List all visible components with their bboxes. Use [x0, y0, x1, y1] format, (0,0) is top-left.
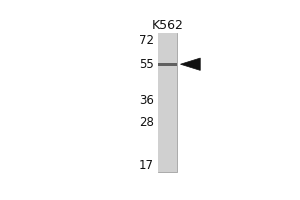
Bar [158, 33, 177, 172]
Polygon shape [181, 58, 200, 70]
Text: 17: 17 [139, 159, 154, 172]
Bar [158, 63, 177, 66]
Text: 72: 72 [139, 34, 154, 47]
Text: 28: 28 [139, 116, 154, 129]
Text: 55: 55 [139, 58, 154, 71]
Text: K562: K562 [152, 19, 184, 32]
Text: 36: 36 [139, 94, 154, 107]
Bar [158, 33, 177, 172]
